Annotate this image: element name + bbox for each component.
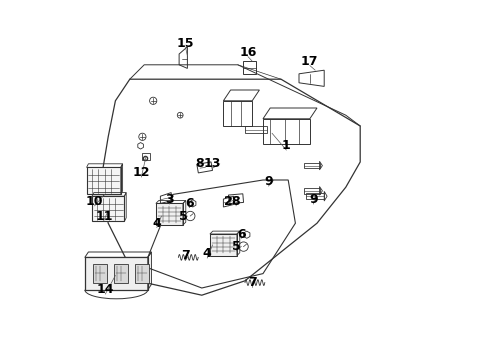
Text: 2: 2 [224, 195, 233, 208]
Text: 5: 5 [232, 240, 241, 253]
Text: 6: 6 [185, 197, 194, 210]
Bar [135, 264, 148, 283]
Text: 12: 12 [133, 166, 150, 179]
Text: 7: 7 [248, 276, 257, 289]
Polygon shape [210, 234, 237, 256]
Polygon shape [87, 167, 121, 194]
Text: 9: 9 [309, 193, 318, 206]
Bar [93, 264, 107, 283]
Text: 8: 8 [232, 195, 240, 208]
Text: 14: 14 [97, 283, 114, 296]
Text: 5: 5 [179, 210, 188, 222]
Text: 15: 15 [177, 37, 195, 50]
Text: 8: 8 [196, 157, 204, 170]
Polygon shape [85, 257, 148, 290]
Text: 13: 13 [204, 157, 221, 170]
Text: 10: 10 [86, 195, 103, 208]
Text: 1: 1 [282, 139, 291, 152]
Text: 4: 4 [203, 247, 212, 260]
Text: 6: 6 [237, 228, 245, 240]
Text: 11: 11 [95, 210, 113, 222]
Text: 7: 7 [181, 249, 190, 262]
Text: 9: 9 [264, 175, 273, 188]
Text: 4: 4 [152, 217, 161, 230]
Text: 17: 17 [301, 55, 318, 68]
Polygon shape [92, 196, 124, 221]
Text: 16: 16 [239, 46, 257, 59]
Text: 3: 3 [165, 193, 174, 206]
Bar [114, 264, 127, 283]
Polygon shape [156, 203, 183, 225]
